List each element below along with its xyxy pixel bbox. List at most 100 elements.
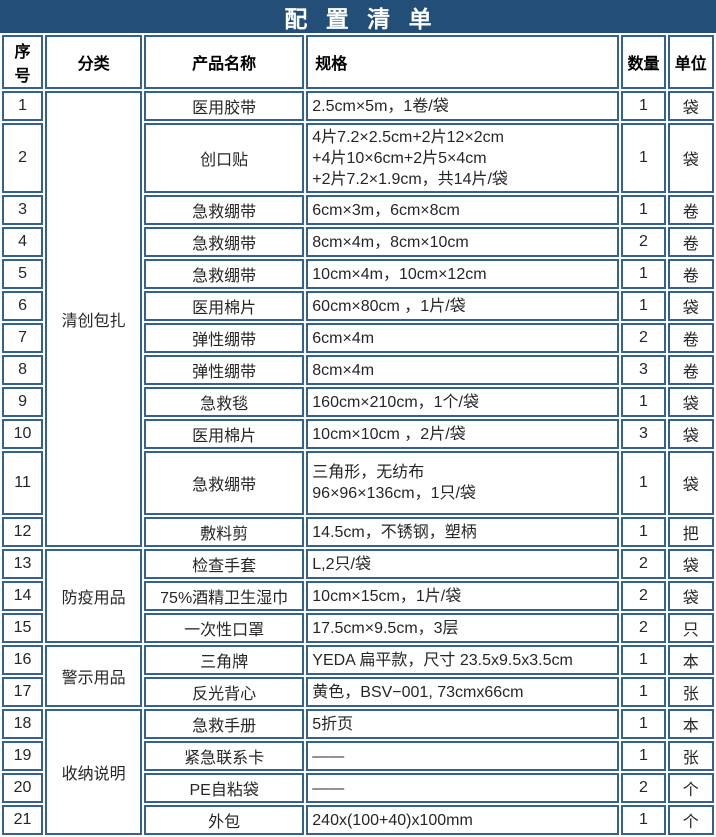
cell-unit: 卷 bbox=[667, 355, 714, 385]
cell-spec: 5折页 bbox=[306, 709, 620, 739]
cell-unit: 袋 bbox=[667, 123, 714, 193]
table-row: 2 创口贴 4片7.2×2.5cm+2片12×2cm +4片10×6cm+2片5… bbox=[2, 123, 714, 193]
cell-spec: —— bbox=[306, 741, 620, 771]
cell-no: 4 bbox=[2, 227, 44, 257]
cell-product-name: 医用棉片 bbox=[144, 419, 305, 449]
cell-no: 14 bbox=[2, 581, 44, 611]
cell-unit: 只 bbox=[667, 613, 714, 643]
cell-spec: 10cm×10cm ，2片/袋 bbox=[306, 419, 620, 449]
cell-spec: L,2只/袋 bbox=[306, 549, 620, 579]
cell-qty: 1 bbox=[621, 387, 666, 417]
cell-spec: 8cm×4m bbox=[306, 355, 620, 385]
cell-spec: 8cm×4m，8cm×10cm bbox=[306, 227, 620, 257]
cell-product-name: 医用棉片 bbox=[144, 291, 305, 321]
cell-no: 1 bbox=[2, 91, 44, 121]
table-row: 6 医用棉片 60cm×80cm ，1片/袋 1 袋 bbox=[2, 291, 714, 321]
cell-product-name: 75%酒精卫生湿巾 bbox=[144, 581, 305, 611]
cell-qty: 1 bbox=[621, 259, 666, 289]
table-row: 13 防疫用品 检查手套 L,2只/袋 2 袋 bbox=[2, 549, 714, 643]
col-header-qty: 数量 bbox=[621, 35, 666, 89]
cell-product-name: 急救毯 bbox=[144, 387, 305, 417]
col-header-name: 产品名称 bbox=[144, 35, 305, 89]
table-row: 7 弹性绷带 6cm×4m 2 卷 bbox=[2, 323, 714, 353]
cell-qty: 2 bbox=[621, 227, 666, 257]
table-row: 19 紧急联系卡 —— 1 张 bbox=[2, 741, 714, 771]
cell-no: 8 bbox=[2, 355, 44, 385]
cell-unit: 卷 bbox=[667, 323, 714, 353]
cell-category-warning-supplies: 警示用品 bbox=[45, 645, 143, 707]
cell-product-name: 急救绷带 bbox=[144, 195, 305, 225]
cell-unit: 袋 bbox=[667, 91, 714, 121]
cell-product-name: 外包 bbox=[144, 805, 305, 835]
cell-product-name: 弹性绷带 bbox=[144, 323, 305, 353]
cell-no: 12 bbox=[2, 517, 44, 547]
cell-spec: 10cm×4m，10cm×12cm bbox=[306, 259, 620, 289]
cell-unit: 张 bbox=[667, 741, 714, 771]
cell-product-name: 弹性绷带 bbox=[144, 355, 305, 385]
table-row: 17 反光背心 黄色，BSV−001, 73cmx66cm 1 张 bbox=[2, 677, 714, 707]
cell-unit: 袋 bbox=[667, 549, 714, 579]
col-header-unit: 单位 bbox=[667, 35, 714, 89]
cell-product-name: 急救绷带 bbox=[144, 227, 305, 257]
cell-qty: 2 bbox=[621, 581, 666, 611]
cell-no: 15 bbox=[2, 613, 44, 643]
cell-unit: 卷 bbox=[667, 259, 714, 289]
table-row: 18 收纳说明 急救手册 5折页 1 本 bbox=[2, 709, 714, 835]
cell-no: 10 bbox=[2, 419, 44, 449]
cell-product-name: 急救手册 bbox=[144, 709, 305, 739]
table-row: 21 外包 240x(100+40)x100mm 1 个 bbox=[2, 805, 714, 835]
cell-spec: 14.5cm，不锈钢，塑柄 bbox=[306, 517, 620, 547]
cell-qty: 3 bbox=[621, 355, 666, 385]
col-header-spec: 规格 bbox=[306, 35, 620, 89]
header-row: 序号 分类 产品名称 规格 数量 单位 bbox=[2, 35, 714, 89]
cell-qty: 1 bbox=[621, 741, 666, 771]
cell-spec: 17.5cm×9.5cm，3层 bbox=[306, 613, 620, 643]
cell-unit: 个 bbox=[667, 773, 714, 803]
cell-product-name: 医用胶带 bbox=[144, 91, 305, 121]
cell-no: 18 bbox=[2, 709, 44, 739]
cell-qty: 2 bbox=[621, 549, 666, 579]
cell-qty: 1 bbox=[621, 805, 666, 835]
cell-spec: 黄色，BSV−001, 73cmx66cm bbox=[306, 677, 620, 707]
cell-product-name: 创口贴 bbox=[144, 123, 305, 193]
cell-qty: 1 bbox=[621, 91, 666, 121]
table-row: 8 弹性绷带 8cm×4m 3 卷 bbox=[2, 355, 714, 385]
table-row: 20 PE自粘袋 —— 2 个 bbox=[2, 773, 714, 803]
table-row: 1 清创包扎 医用胶带 2.5cm×5m，1卷/袋 1 袋 bbox=[2, 91, 714, 547]
cell-product-name: PE自粘袋 bbox=[144, 773, 305, 803]
cell-qty: 2 bbox=[621, 773, 666, 803]
table-row: 5 急救绷带 10cm×4m，10cm×12cm 1 卷 bbox=[2, 259, 714, 289]
cell-unit: 袋 bbox=[667, 419, 714, 449]
table-row: 14 75%酒精卫生湿巾 10cm×15cm，1片/袋 2 袋 bbox=[2, 581, 714, 611]
cell-unit: 本 bbox=[667, 645, 714, 675]
cell-no: 20 bbox=[2, 773, 44, 803]
cell-product-name: 急救绷带 bbox=[144, 451, 305, 515]
cell-product-name: 检查手套 bbox=[144, 549, 305, 579]
table-row: 16 警示用品 三角牌 YEDA 扁平款，尺寸 23.5x9.5x3.5cm 1… bbox=[2, 645, 714, 707]
cell-no: 11 bbox=[2, 451, 44, 515]
cell-qty: 1 bbox=[621, 645, 666, 675]
cell-unit: 袋 bbox=[667, 581, 714, 611]
cell-unit: 把 bbox=[667, 517, 714, 547]
cell-no: 16 bbox=[2, 645, 44, 675]
cell-unit: 袋 bbox=[667, 387, 714, 417]
page-title: 配 置 清 单 bbox=[0, 0, 716, 33]
cell-spec: 240x(100+40)x100mm bbox=[306, 805, 620, 835]
cell-qty: 1 bbox=[621, 291, 666, 321]
cell-product-name: 急救绷带 bbox=[144, 259, 305, 289]
cell-spec: 4片7.2×2.5cm+2片12×2cm +4片10×6cm+2片5×4cm +… bbox=[306, 123, 620, 193]
cell-unit: 卷 bbox=[667, 227, 714, 257]
cell-qty: 3 bbox=[621, 419, 666, 449]
cell-unit: 本 bbox=[667, 709, 714, 739]
table-row: 4 急救绷带 8cm×4m，8cm×10cm 2 卷 bbox=[2, 227, 714, 257]
cell-qty: 1 bbox=[621, 123, 666, 193]
cell-no: 9 bbox=[2, 387, 44, 417]
cell-qty: 2 bbox=[621, 323, 666, 353]
cell-no: 19 bbox=[2, 741, 44, 771]
cell-unit: 袋 bbox=[667, 451, 714, 515]
table-row: 12 敷料剪 14.5cm，不锈钢，塑柄 1 把 bbox=[2, 517, 714, 547]
cell-product-name: 三角牌 bbox=[144, 645, 305, 675]
table-row: 9 急救毯 160cm×210cm，1个/袋 1 袋 bbox=[2, 387, 714, 417]
cell-no: 3 bbox=[2, 195, 44, 225]
cell-unit: 张 bbox=[667, 677, 714, 707]
